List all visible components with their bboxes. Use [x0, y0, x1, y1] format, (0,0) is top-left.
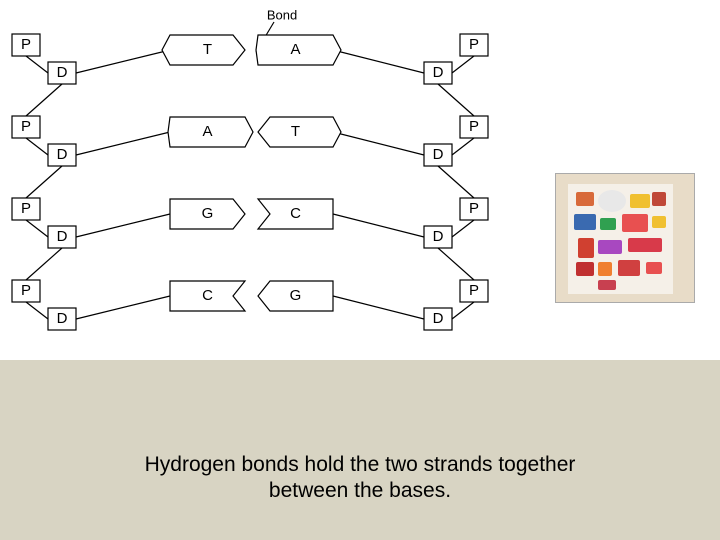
svg-text:T: T	[203, 41, 212, 58]
caption-text: Hydrogen bonds hold the two strands toge…	[0, 452, 720, 505]
sticker	[622, 214, 648, 232]
svg-text:D: D	[57, 146, 68, 163]
svg-text:D: D	[57, 64, 68, 81]
sticker	[652, 216, 666, 228]
photo-panel	[568, 184, 673, 294]
sticker	[576, 192, 594, 206]
svg-text:P: P	[21, 200, 31, 217]
svg-text:G: G	[290, 287, 302, 304]
dna-svg: Bond P D P D T A P D P D A T P D P D G C P D P D C G	[0, 0, 500, 360]
svg-text:P: P	[469, 118, 479, 135]
svg-text:D: D	[433, 146, 444, 163]
svg-text:P: P	[469, 36, 479, 53]
sticker	[618, 260, 640, 276]
svg-text:A: A	[202, 123, 212, 140]
lower-background	[0, 360, 720, 540]
svg-text:P: P	[469, 282, 479, 299]
svg-text:A: A	[290, 41, 300, 58]
photo-fridge	[555, 173, 695, 303]
svg-text:G: G	[202, 205, 214, 222]
svg-text:D: D	[433, 64, 444, 81]
svg-text:T: T	[291, 123, 300, 140]
caption-line2: between the bases.	[269, 479, 451, 502]
svg-text:P: P	[469, 200, 479, 217]
dna-diagram: Bond P D P D T A P D P D A T P D P D G C P D P D C G	[0, 0, 500, 360]
sticker	[578, 238, 594, 258]
sticker	[598, 240, 622, 254]
sticker	[652, 192, 666, 206]
svg-text:D: D	[433, 310, 444, 327]
sticker	[576, 262, 594, 276]
svg-text:P: P	[21, 36, 31, 53]
svg-text:D: D	[57, 228, 68, 245]
sticker	[574, 214, 596, 230]
sticker	[598, 280, 616, 290]
sticker	[598, 190, 626, 212]
svg-text:C: C	[202, 287, 213, 304]
svg-text:P: P	[21, 118, 31, 135]
svg-text:C: C	[290, 205, 301, 222]
sticker	[600, 218, 616, 230]
svg-text:Bond: Bond	[267, 7, 297, 22]
svg-text:D: D	[57, 310, 68, 327]
sticker	[598, 262, 612, 276]
svg-text:D: D	[433, 228, 444, 245]
caption-line1: Hydrogen bonds hold the two strands toge…	[145, 453, 576, 476]
sticker	[646, 262, 662, 274]
svg-text:P: P	[21, 282, 31, 299]
sticker	[630, 194, 650, 208]
sticker	[628, 238, 662, 252]
